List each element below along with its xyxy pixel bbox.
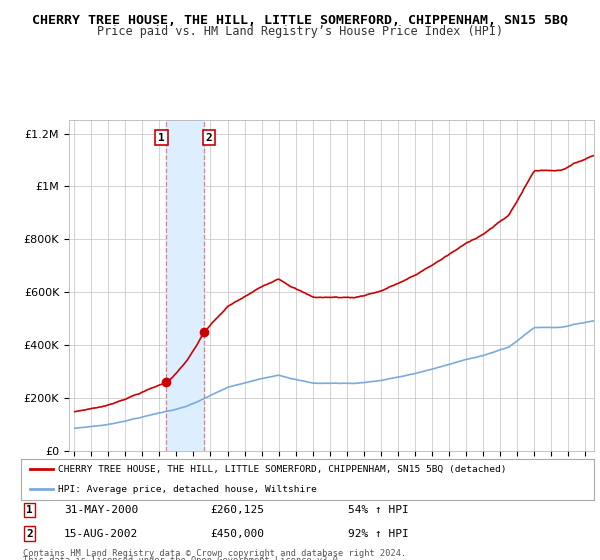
Text: £450,000: £450,000 — [210, 529, 264, 539]
Text: 31-MAY-2000: 31-MAY-2000 — [64, 505, 138, 515]
Text: Price paid vs. HM Land Registry’s House Price Index (HPI): Price paid vs. HM Land Registry’s House … — [97, 25, 503, 38]
Text: 2: 2 — [26, 529, 33, 539]
Text: 1: 1 — [26, 505, 33, 515]
Text: 54% ↑ HPI: 54% ↑ HPI — [347, 505, 409, 515]
Text: 15-AUG-2002: 15-AUG-2002 — [64, 529, 138, 539]
Bar — [166, 120, 204, 451]
Text: £260,125: £260,125 — [210, 505, 264, 515]
Text: 2: 2 — [206, 133, 212, 143]
Text: 92% ↑ HPI: 92% ↑ HPI — [347, 529, 409, 539]
Text: CHERRY TREE HOUSE, THE HILL, LITTLE SOMERFORD, CHIPPENHAM, SN15 5BQ (detached): CHERRY TREE HOUSE, THE HILL, LITTLE SOME… — [58, 465, 507, 474]
Text: CHERRY TREE HOUSE, THE HILL, LITTLE SOMERFORD, CHIPPENHAM, SN15 5BQ: CHERRY TREE HOUSE, THE HILL, LITTLE SOME… — [32, 14, 568, 27]
Text: HPI: Average price, detached house, Wiltshire: HPI: Average price, detached house, Wilt… — [58, 485, 317, 494]
Text: 1: 1 — [158, 133, 165, 143]
Text: Contains HM Land Registry data © Crown copyright and database right 2024.: Contains HM Land Registry data © Crown c… — [23, 549, 406, 558]
Text: This data is licensed under the Open Government Licence v3.0.: This data is licensed under the Open Gov… — [23, 556, 343, 560]
